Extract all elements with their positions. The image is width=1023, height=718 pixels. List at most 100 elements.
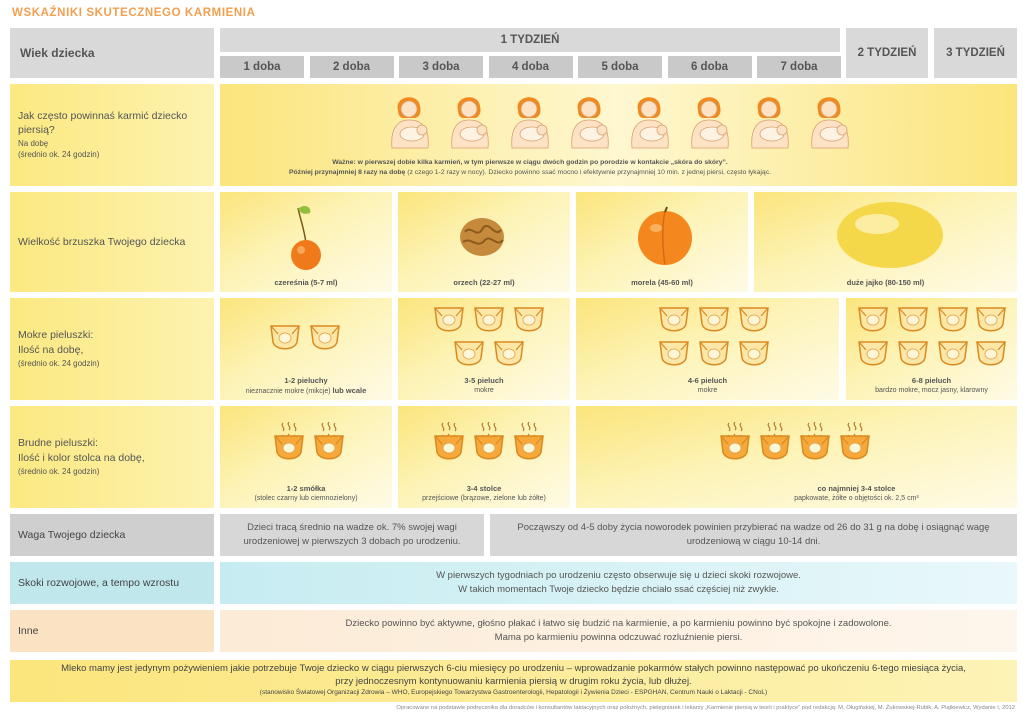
egg-caption-text: duże jajko (80-150 ml) [846, 278, 925, 287]
page-title: WSKAŹNIKI SKUTECZNEGO KARMIENIA [12, 7, 256, 19]
feeding-sub2: (średnio ok. 24 godzin) [18, 150, 100, 160]
weight-label: Waga Twojego dziecka [10, 514, 214, 556]
wet-desc-bold-1: lub wcale [332, 386, 367, 396]
wet-diaper-icon [657, 304, 691, 341]
weight-cell-left: Dzieci tracą średnio na wadze ok. 7% swo… [220, 514, 484, 556]
dirty-caption-1: 1-2 smółka (stolec czarny lub ciemnozielo… [220, 484, 392, 503]
dirty-diaper-icon [838, 421, 872, 469]
breastfeeding-mother-icon [624, 88, 676, 150]
wet-diaper-icon [452, 338, 486, 375]
dirty-diaper-icon [798, 421, 832, 469]
wet-caption-1: 1-2 pieluchy nieznacznie mokre (mikcje) l… [220, 376, 392, 396]
breastfeeding-mother-icon [384, 88, 436, 150]
dirty-diaper-icon [312, 421, 346, 469]
wet-count-4: 6-8 pieluch [911, 376, 952, 385]
dirty-count-1: 1-2 smółka [286, 484, 326, 493]
footer-box: Mleko mamy jest jedynym pożywieniem jaki… [10, 660, 1017, 702]
cherry-caption-text: czereśnia (5-7 ml) [274, 278, 338, 287]
day-header-1: 1 doba [220, 56, 304, 78]
breastfeeding-mother-icon [684, 88, 736, 150]
week1-label: 1 TYDZIEŃ [500, 34, 560, 46]
feeding-cell [220, 84, 1017, 186]
dirty-caption-3: co najmniej 3-4 stolce papkowate, żółte o… [576, 484, 1017, 503]
other-line2: Mama po karmieniu powinna odczuwać rozlu… [494, 632, 743, 643]
breastfeeding-mother-icon [444, 88, 496, 150]
wet-count-3: 4-6 pieluch [687, 376, 728, 385]
dirty-label-sub: (średnio ok. 24 godzin) [18, 466, 100, 476]
week3-label: 3 TYDZIEŃ [946, 47, 1005, 59]
growth-line1: W pierwszych tygodniach po urodzeniu czę… [436, 570, 801, 582]
wet-caption-3: 4-6 pieluch mokre [576, 376, 839, 395]
feeding-note-bold: Ważne: w pierwszej dobie kilka karmień, … [332, 159, 728, 166]
feeding-sub1: Na dobę [18, 139, 49, 149]
breastfeeding-mother-icon [804, 88, 856, 150]
wet-diaper-icon [472, 304, 506, 341]
other-cell: Dziecko powinno być aktywne, głośno płak… [220, 610, 1017, 652]
dirty-desc-3: papkowate, żółte o objętości ok. 2,5 cm³ [794, 495, 919, 503]
dirty-label-line2: Ilość i kolor stolca na dobę, [18, 451, 145, 464]
wet-desc-2: mokre [474, 387, 494, 395]
footer-line2: przy jednoczesnym kontynuowaniu karmieni… [335, 675, 692, 687]
wet-diaper-icon [856, 304, 890, 341]
wet-diaper-icon [974, 304, 1008, 341]
wet-diaper-icon [432, 304, 466, 341]
dirty-count-3: co najmniej 3-4 stolce [817, 484, 896, 493]
day-header-6: 6 doba [667, 56, 752, 78]
wet-label-line1: Mokre pieluszki: [18, 329, 94, 342]
apricot-caption: morela (45-60 ml) [576, 278, 748, 288]
wet-diaper-icon [697, 304, 731, 341]
wet-diaper-icon [896, 304, 930, 341]
feeding-note: Ważne: w pierwszej dobie kilka karmień, … [230, 158, 830, 178]
wet-desc-1: nieznacznie mokre (mikcje) [245, 388, 331, 396]
other-label: Inne [10, 610, 214, 652]
wet-count-2: 3-5 pieluch [464, 376, 504, 385]
wet-diaper-icon [896, 338, 930, 375]
wet-diaper-icon [657, 338, 691, 375]
dirty-label-line1: Brudne pieluszki: [18, 437, 98, 450]
wet-diaper-icon [856, 338, 890, 375]
day-header-5: 5 doba [578, 56, 662, 78]
breastfeeding-mother-icon [564, 88, 616, 150]
egg-caption: duże jajko (80-150 ml) [754, 278, 1017, 288]
day-header-2: 2 doba [309, 56, 394, 78]
cherry-caption: czereśnia (5-7 ml) [220, 278, 392, 288]
week3-header: 3 TYDZIEŃ [934, 28, 1017, 78]
age-header-label: Wiek dziecka [20, 46, 95, 60]
dirty-count-2: 3-4 stolce [466, 484, 502, 493]
wet-diaper-icon [492, 338, 526, 375]
feeding-question: Jak często powinnaś karmić dziecko piers… [18, 110, 188, 137]
wet-diaper-icon [737, 338, 771, 375]
wet-label: Mokre pieluszki: Ilość na dobę, (średnio… [10, 298, 214, 400]
growth-cell: W pierwszych tygodniach po urodzeniu czę… [220, 562, 1017, 604]
dirty-diaper-icon [718, 421, 752, 469]
dirty-cell-1 [220, 406, 392, 508]
wet-cell-1 [220, 298, 392, 400]
footer-source: (stanowisko Światowej Organizacji Zdrowi… [259, 688, 768, 696]
walnut-icon [460, 218, 504, 256]
wet-diaper-icon [737, 304, 771, 341]
wet-desc-3: mokre [697, 387, 718, 395]
dirty-diaper-icon [432, 421, 466, 469]
wet-diaper-icon [936, 304, 970, 341]
dirty-diaper-icon [272, 421, 306, 469]
wet-diaper-icon [697, 338, 731, 375]
week1-header: 1 TYDZIEŃ [220, 28, 840, 52]
wet-diaper-icon [308, 322, 342, 359]
day-header-4: 4 doba [488, 56, 573, 78]
apricot-icon [638, 206, 692, 265]
wet-caption-4: 6-8 pieluch bardzo mokre, mocz jasny, kla… [846, 376, 1017, 395]
wet-label-sub: (średnio ok. 24 godzin) [18, 358, 100, 368]
wet-desc-4: bardzo mokre, mocz jasny, klarowny [875, 387, 988, 395]
cherry-icon [291, 206, 321, 270]
feeding-note-bold2: Później przynajmniej 8 razy na dobę [288, 168, 406, 176]
wet-diaper-icon [512, 304, 546, 341]
stomach-label: Wielkość brzuszka Twojego dziecka [10, 192, 214, 292]
wet-diaper-icon [936, 338, 970, 375]
breastfeeding-mother-icon [504, 88, 556, 150]
growth-label: Skoki rozwojowe, a tempo wzrostu [10, 562, 214, 604]
feeding-label: Jak często powinnaś karmić dziecko piers… [10, 84, 214, 186]
dirty-label: Brudne pieluszki: Ilość i kolor stolca n… [10, 406, 214, 508]
age-header: Wiek dziecka [10, 28, 214, 78]
apricot-caption-text: morela (45-60 ml) [631, 278, 693, 287]
dirty-cell-3 [576, 406, 1017, 508]
